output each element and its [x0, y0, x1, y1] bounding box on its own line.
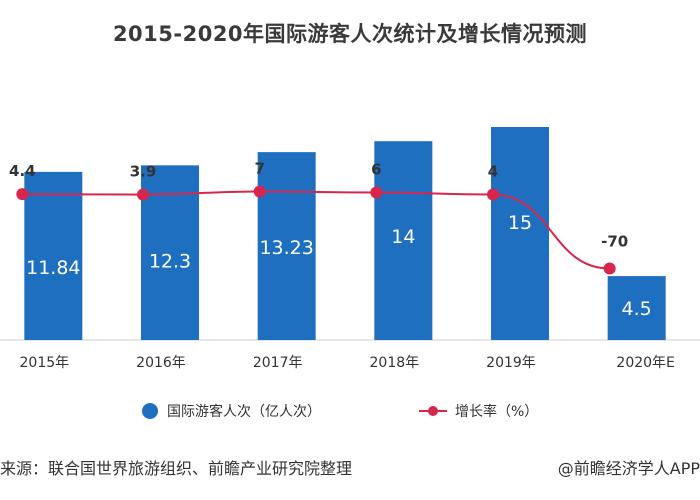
growth-rate-label: 7	[254, 160, 264, 178]
growth-rate-point	[603, 262, 616, 275]
legend: 国际游客人次（亿人次） 增长率（%）	[142, 403, 538, 420]
x-tick-label: 2016年	[136, 355, 186, 371]
growth-rate-label: 6	[371, 161, 381, 179]
bar-value-label: 13.23	[259, 237, 313, 259]
bar	[491, 127, 549, 340]
growth-rate-point	[253, 185, 266, 198]
bar	[257, 152, 316, 340]
growth-rate-label: 4.4	[9, 162, 36, 180]
source-note: 来源：联合国世界旅游组织、前瞻产业研究院整理	[0, 459, 353, 478]
growth-rate-point	[370, 186, 383, 199]
growth-rate-line	[22, 190, 610, 270]
chart-title: 2015-2020年国际游客人次统计及增长情况预测	[112, 22, 588, 46]
bar-value-label: 4.5	[622, 298, 652, 320]
bar	[24, 171, 83, 340]
bar-value-label: 11.84	[26, 257, 80, 279]
growth-rate-point	[137, 188, 149, 201]
bar-value-label: 15	[508, 212, 532, 234]
growth-rate-label: -70	[601, 233, 628, 251]
x-tick-label: 2018年	[370, 355, 420, 371]
bar-value-label: 14	[391, 226, 415, 248]
x-tick-label: 2015年	[20, 355, 70, 371]
legend-line-label: 增长率（%）	[455, 403, 538, 420]
legend-line-marker	[428, 406, 438, 416]
growth-rate-label: 4	[488, 163, 498, 181]
legend-bar-swatch	[142, 403, 158, 419]
legend-bar-label: 国际游客人次（亿人次）	[167, 403, 321, 420]
bar	[374, 141, 433, 340]
x-tick-label: 2020年E	[616, 355, 674, 371]
bar	[607, 276, 666, 340]
growth-rate-point	[487, 188, 499, 201]
x-tick-label: 2019年	[486, 355, 536, 371]
growth-rate-point	[16, 188, 29, 201]
x-tick-label: 2017年	[253, 355, 303, 371]
growth-rate-label: 3.9	[130, 163, 157, 181]
bar-value-label: 12.3	[149, 250, 191, 272]
brand-watermark: @前瞻经济学人APP	[557, 459, 700, 478]
